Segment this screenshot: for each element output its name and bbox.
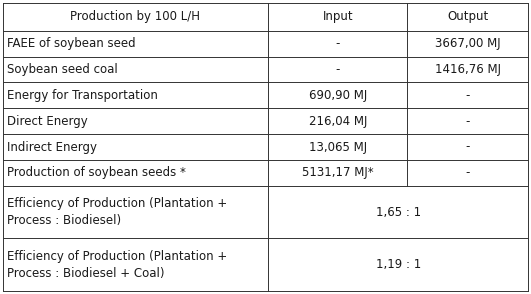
Text: Input: Input <box>322 10 353 23</box>
Text: 1,65 : 1: 1,65 : 1 <box>375 206 421 218</box>
Text: 690,90 MJ: 690,90 MJ <box>309 89 367 102</box>
Text: 1416,76 MJ: 1416,76 MJ <box>435 63 501 76</box>
Text: Direct Energy: Direct Energy <box>7 115 88 128</box>
Text: Efficiency of Production (Plantation +
Process : Biodiesel): Efficiency of Production (Plantation + P… <box>7 197 227 227</box>
Text: 1,19 : 1: 1,19 : 1 <box>375 258 421 271</box>
Text: 13,065 MJ: 13,065 MJ <box>309 141 367 153</box>
Text: 5131,17 MJ*: 5131,17 MJ* <box>302 166 374 179</box>
Text: FAEE of soybean seed: FAEE of soybean seed <box>7 37 135 50</box>
Text: Output: Output <box>447 10 489 23</box>
Text: -: - <box>466 166 470 179</box>
Text: Indirect Energy: Indirect Energy <box>7 141 97 153</box>
Text: Production of soybean seeds *: Production of soybean seeds * <box>7 166 186 179</box>
Text: Energy for Transportation: Energy for Transportation <box>7 89 158 102</box>
Text: -: - <box>466 141 470 153</box>
Text: -: - <box>336 63 340 76</box>
Text: 216,04 MJ: 216,04 MJ <box>309 115 367 128</box>
Text: Production by 100 L/H: Production by 100 L/H <box>71 10 200 23</box>
Text: -: - <box>336 37 340 50</box>
Text: Soybean seed coal: Soybean seed coal <box>7 63 117 76</box>
Text: 3667,00 MJ: 3667,00 MJ <box>435 37 501 50</box>
Text: -: - <box>466 89 470 102</box>
Text: Efficiency of Production (Plantation +
Process : Biodiesel + Coal): Efficiency of Production (Plantation + P… <box>7 250 227 280</box>
Text: -: - <box>466 115 470 128</box>
